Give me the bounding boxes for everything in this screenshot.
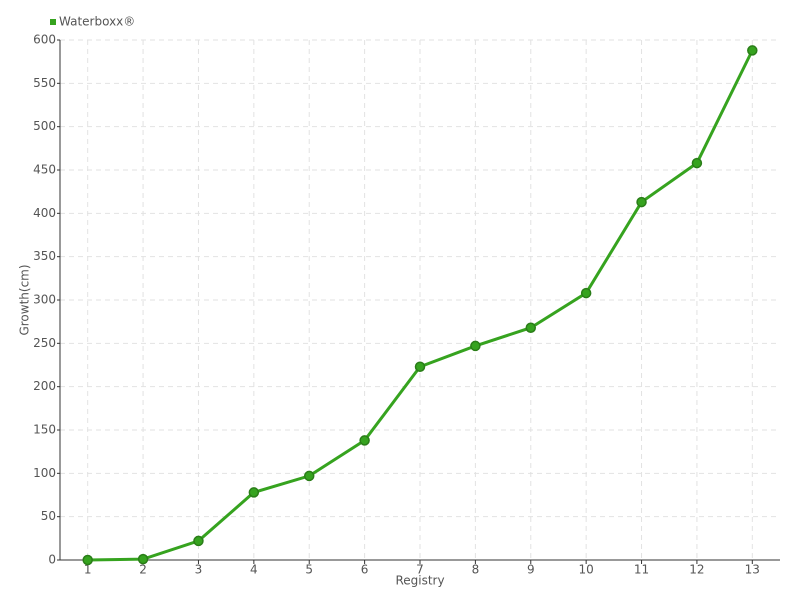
y-tick-label: 350 [33,249,56,263]
data-point [359,435,370,446]
data-point [193,535,204,547]
data-point [303,470,315,482]
x-tick-label: 11 [634,563,649,577]
x-axis-label: Registry [395,574,444,588]
legend-swatch [50,19,56,25]
data-point [414,361,426,372]
y-tick-label: 550 [33,76,56,90]
data-point [470,340,481,352]
data-point [580,287,592,299]
data-point [137,553,149,565]
y-tick-label: 450 [33,163,56,177]
y-tick-label: 600 [33,33,56,47]
x-tick-label: 6 [361,563,369,577]
x-tick-label: 4 [250,563,258,577]
x-tick-label: 2 [139,563,147,577]
x-tick-label: 12 [689,563,704,577]
data-point [636,196,647,208]
x-tick-label: 10 [579,563,594,577]
y-tick-label: 100 [33,466,56,480]
y-tick-label: 400 [33,206,56,220]
x-tick-label: 3 [195,563,203,577]
x-tick-label: 13 [745,563,760,577]
data-point [747,45,758,56]
data-point [691,157,703,169]
data-point [248,487,260,498]
y-tick-label: 50 [41,509,56,523]
y-tick-label: 200 [33,379,56,393]
y-tick-label: 0 [48,553,56,567]
y-axis-label: Growth(cm) [18,264,32,335]
data-point [82,554,93,566]
y-tick-label: 300 [33,293,56,307]
x-tick-label: 1 [84,563,92,577]
y-tick-label: 250 [33,336,56,350]
x-tick-label: 9 [527,563,535,577]
x-tick-label: 5 [305,563,313,577]
y-tick-label: 150 [33,423,56,437]
x-tick-label: 8 [472,563,480,577]
y-tick-label: 500 [33,119,56,133]
data-point [525,322,537,333]
x-tick-label: 7 [416,563,424,577]
legend-label: Waterboxx® [59,15,135,29]
